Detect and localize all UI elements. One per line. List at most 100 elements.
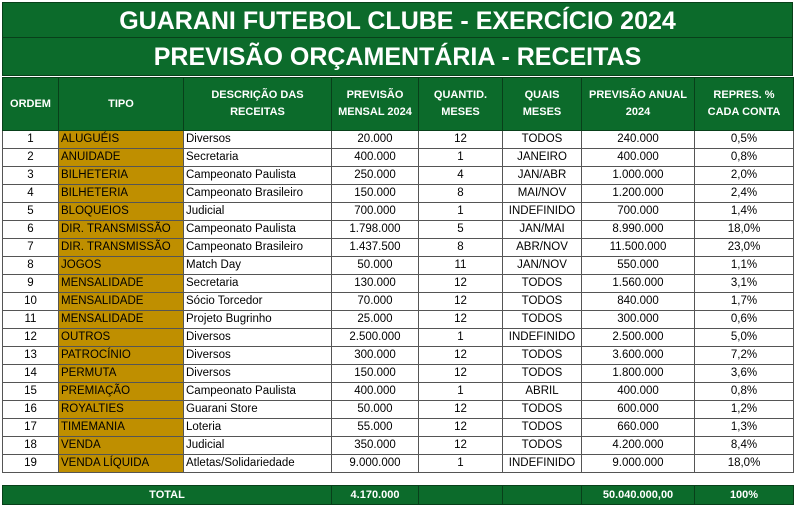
- cell-previsao-anual: 1.200.000: [581, 184, 695, 203]
- cell-ordem: 13: [2, 346, 59, 365]
- table-row: 12 OUTROS Diversos 2.500.000 1 INDEFINIDO 2.50…: [2, 328, 794, 347]
- cell-tipo: PERMUTA: [58, 364, 184, 383]
- cell-quais-meses: TODOS: [502, 346, 582, 365]
- cell-quantid-meses: 12: [418, 274, 503, 293]
- cell-descricao: Secretaria: [183, 148, 332, 167]
- cell-descricao: Loteria: [183, 418, 332, 437]
- cell-previsao-anual: 550.000: [581, 256, 695, 275]
- header-row: ORDEM TIPO DESCRIÇÃO DAS RECEITAS PREVIS…: [2, 77, 794, 131]
- cell-quantid-meses: 1: [418, 148, 503, 167]
- cell-ordem: 3: [2, 166, 59, 185]
- table-row: 9 MENSALIDADE Secretaria 130.000 12 TODOS 1.56…: [2, 274, 794, 293]
- cell-quantid-meses: 8: [418, 184, 503, 203]
- cell-quantid-meses: 12: [418, 292, 503, 311]
- cell-previsao-mensal: 9.000.000: [331, 454, 419, 473]
- cell-repres-perc: 2,0%: [694, 166, 794, 185]
- cell-quantid-meses: 12: [418, 436, 503, 455]
- cell-quantid-meses: 5: [418, 220, 503, 239]
- cell-quantid-meses: 8: [418, 238, 503, 257]
- cell-previsao-mensal: 700.000: [331, 202, 419, 221]
- table-row: 3 BILHETERIA Campeonato Paulista 250.000 4 JA…: [2, 166, 794, 185]
- cell-previsao-anual: 8.990.000: [581, 220, 695, 239]
- total-empty-meses: [502, 485, 583, 505]
- cell-ordem: 8: [2, 256, 59, 275]
- cell-descricao: Campeonato Brasileiro: [183, 238, 332, 257]
- cell-tipo: ALUGUÉIS: [58, 130, 184, 149]
- cell-repres-perc: 18,0%: [694, 454, 794, 473]
- cell-quantid-meses: 12: [418, 130, 503, 149]
- cell-quantid-meses: 4: [418, 166, 503, 185]
- cell-tipo: MENSALIDADE: [58, 310, 184, 329]
- cell-descricao: Campeonato Brasileiro: [183, 184, 332, 203]
- cell-ordem: 5: [2, 202, 59, 221]
- cell-tipo: DIR. TRANSMISSÃO: [58, 220, 184, 239]
- col-header-tipo: TIPO: [58, 77, 184, 131]
- total-label: TOTAL: [1, 485, 333, 505]
- cell-ordem: 1: [2, 130, 59, 149]
- cell-repres-perc: 0,5%: [694, 130, 794, 149]
- cell-repres-perc: 0,6%: [694, 310, 794, 329]
- table-row: 14 PERMUTA Diversos 150.000 12 TODOS 1.800.000…: [2, 364, 794, 383]
- cell-repres-perc: 0,8%: [694, 382, 794, 401]
- cell-previsao-anual: 2.500.000: [581, 328, 695, 347]
- cell-quais-meses: TODOS: [502, 418, 582, 437]
- cell-descricao: Campeonato Paulista: [183, 166, 332, 185]
- cell-tipo: BILHETERIA: [58, 166, 184, 185]
- cell-ordem: 12: [2, 328, 59, 347]
- cell-ordem: 2: [2, 148, 59, 167]
- cell-descricao: Judicial: [183, 202, 332, 221]
- table-row: 18 VENDA Judicial 350.000 12 TODOS 4.200.000 8,…: [2, 436, 794, 455]
- cell-tipo: BILHETERIA: [58, 184, 184, 203]
- table-row: 8 JOGOS Match Day 50.000 11 JAN/NOV 550.000 1,1…: [2, 256, 794, 275]
- col-header-previsao-anual: PREVISÃO ANUAL 2024: [581, 77, 695, 131]
- cell-tipo: VENDA LÍQUIDA: [58, 454, 184, 473]
- col-header-repres-perc: REPRES. % CADA CONTA: [694, 77, 794, 131]
- cell-previsao-anual: 660.000: [581, 418, 695, 437]
- sheet-title: GUARANI FUTEBOL CLUBE - EXERCÍCIO 2024: [2, 2, 793, 38]
- table-row: 15 PREMIAÇÃO Campeonato Paulista 400.000 1 AB…: [2, 382, 794, 401]
- cell-tipo: MENSALIDADE: [58, 274, 184, 293]
- cell-quais-meses: MAI/NOV: [502, 184, 582, 203]
- cell-repres-perc: 18,0%: [694, 220, 794, 239]
- cell-ordem: 9: [2, 274, 59, 293]
- cell-previsao-mensal: 55.000: [331, 418, 419, 437]
- cell-previsao-mensal: 350.000: [331, 436, 419, 455]
- cell-quais-meses: TODOS: [502, 274, 582, 293]
- cell-ordem: 19: [2, 454, 59, 473]
- cell-ordem: 15: [2, 382, 59, 401]
- cell-quantid-meses: 11: [418, 256, 503, 275]
- cell-quantid-meses: 12: [418, 400, 503, 419]
- cell-quantid-meses: 12: [418, 346, 503, 365]
- cell-previsao-mensal: 300.000: [331, 346, 419, 365]
- table-row: 7 DIR. TRANSMISSÃO Campeonato Brasileiro 1.…: [2, 238, 794, 257]
- cell-previsao-mensal: 20.000: [331, 130, 419, 149]
- cell-previsao-anual: 700.000: [581, 202, 695, 221]
- total-perc: 100%: [694, 485, 795, 505]
- cell-previsao-anual: 240.000: [581, 130, 695, 149]
- cell-tipo: PATROCÍNIO: [58, 346, 184, 365]
- cell-quantid-meses: 1: [418, 202, 503, 221]
- cell-ordem: 11: [2, 310, 59, 329]
- cell-repres-perc: 1,1%: [694, 256, 794, 275]
- cell-previsao-mensal: 25.000: [331, 310, 419, 329]
- cell-repres-perc: 8,4%: [694, 436, 794, 455]
- cell-previsao-anual: 300.000: [581, 310, 695, 329]
- cell-quais-meses: JAN/NOV: [502, 256, 582, 275]
- cell-ordem: 4: [2, 184, 59, 203]
- cell-repres-perc: 23,0%: [694, 238, 794, 257]
- cell-tipo: VENDA: [58, 436, 184, 455]
- cell-descricao: Match Day: [183, 256, 332, 275]
- cell-ordem: 18: [2, 436, 59, 455]
- cell-quais-meses: TODOS: [502, 130, 582, 149]
- cell-previsao-anual: 1.000.000: [581, 166, 695, 185]
- table-row: 10 MENSALIDADE Sócio Torcedor 70.000 12 TODOS…: [2, 292, 794, 311]
- cell-previsao-anual: 4.200.000: [581, 436, 695, 455]
- table-row: 17 TIMEMANIA Loteria 55.000 12 TODOS 660.000 1,…: [2, 418, 794, 437]
- cell-repres-perc: 3,1%: [694, 274, 794, 293]
- cell-previsao-mensal: 130.000: [331, 274, 419, 293]
- cell-previsao-anual: 840.000: [581, 292, 695, 311]
- table-row: 19 VENDA LÍQUIDA Atletas/Solidariedade 9.00…: [2, 454, 794, 473]
- col-header-descricao: DESCRIÇÃO DAS RECEITAS: [183, 77, 332, 131]
- cell-descricao: Diversos: [183, 130, 332, 149]
- table-row: 13 PATROCÍNIO Diversos 300.000 12 TODOS 3.600.…: [2, 346, 794, 365]
